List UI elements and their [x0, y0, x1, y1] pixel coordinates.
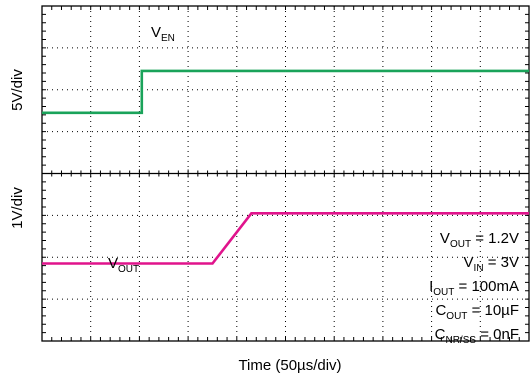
trace-ven [42, 69, 529, 115]
traces [42, 69, 529, 265]
annotation-iout: IOUT = 100mA [429, 278, 519, 298]
annotation-cout: COUT = 10µF [435, 302, 519, 322]
y-axis-label-bottom: 1V/div [9, 187, 26, 229]
series-label-vout: VOUT [108, 255, 139, 275]
annotation-vout: VOUT = 1.2V [440, 230, 519, 250]
grid [42, 6, 529, 341]
plot-frame [41, 5, 530, 342]
annotation-vin: VIN = 3V [464, 254, 519, 274]
x-axis-label: Time (50µs/div) [238, 357, 341, 374]
annotation-cnrss: CNR/SS = 0nF [435, 326, 519, 346]
trace-vout [42, 212, 529, 265]
y-axis-label-top: 5V/div [9, 69, 26, 111]
series-label-ven: VEN [151, 24, 175, 44]
labels: Time (50µs/div) 5V/div 1V/div VEN VOUT V… [9, 24, 519, 374]
